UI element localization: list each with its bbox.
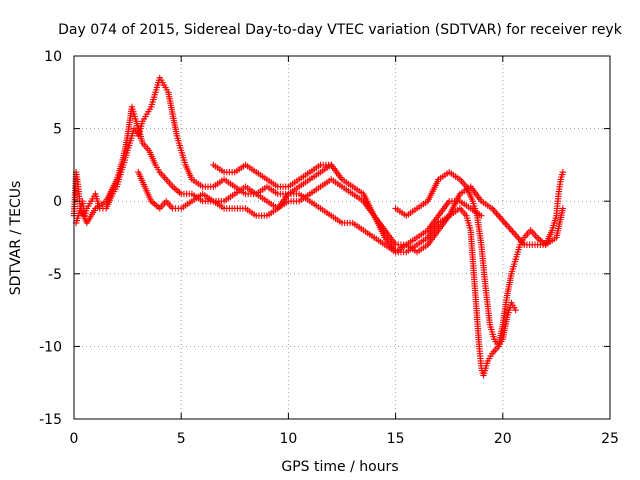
data-point: [494, 211, 502, 219]
data-point: [513, 233, 521, 240]
chart-title: Day 074 of 2015, Sidereal Day-to-day VTE…: [58, 22, 623, 38]
data-point: [490, 206, 497, 214]
data-point: [519, 239, 526, 247]
data-point: [499, 216, 506, 224]
data-point: [493, 210, 500, 217]
x-tick-label: 10: [279, 431, 297, 447]
data-point: [509, 228, 516, 235]
data-point: [491, 208, 499, 215]
x-tick-label: 5: [177, 431, 186, 447]
y-tick-label: 0: [53, 194, 62, 210]
data-point: [506, 225, 513, 232]
data-points: [70, 74, 567, 379]
data-point: [512, 306, 519, 314]
y-tick-label: -5: [48, 267, 62, 283]
x-tick-label: 0: [70, 431, 79, 447]
data-point: [512, 231, 519, 239]
data-point: [500, 218, 507, 225]
data-point: [504, 223, 512, 230]
y-tick-label: 5: [53, 122, 62, 138]
data-point: [510, 230, 518, 237]
x-tick-label: 15: [387, 431, 405, 447]
series-track-4: [392, 168, 567, 350]
series-track-3: [135, 168, 519, 379]
data-point: [503, 221, 510, 229]
data-point: [496, 213, 503, 220]
grid-lines: [74, 56, 610, 419]
axis-ticks: [73, 55, 611, 420]
series-track-2: [72, 103, 485, 248]
x-axis-label: GPS time / hours: [281, 459, 398, 475]
y-tick-label: -10: [39, 339, 62, 355]
data-point: [559, 168, 567, 176]
x-tick-label: 25: [601, 431, 619, 447]
plot-frame: [73, 55, 611, 420]
y-tick-label: 10: [44, 49, 62, 65]
tick-labels: 0 5 10 15 20 25 -15 -10 -5 0 5 10: [39, 49, 619, 447]
data-point: [559, 205, 567, 212]
data-point: [518, 238, 525, 245]
data-point: [507, 226, 515, 234]
data-point: [502, 220, 509, 227]
y-tick-label: -15: [39, 412, 62, 428]
y-axis-label: SDTVAR / TECUs: [8, 181, 24, 296]
series-track-5: [210, 161, 567, 256]
x-tick-label: 20: [494, 431, 512, 447]
